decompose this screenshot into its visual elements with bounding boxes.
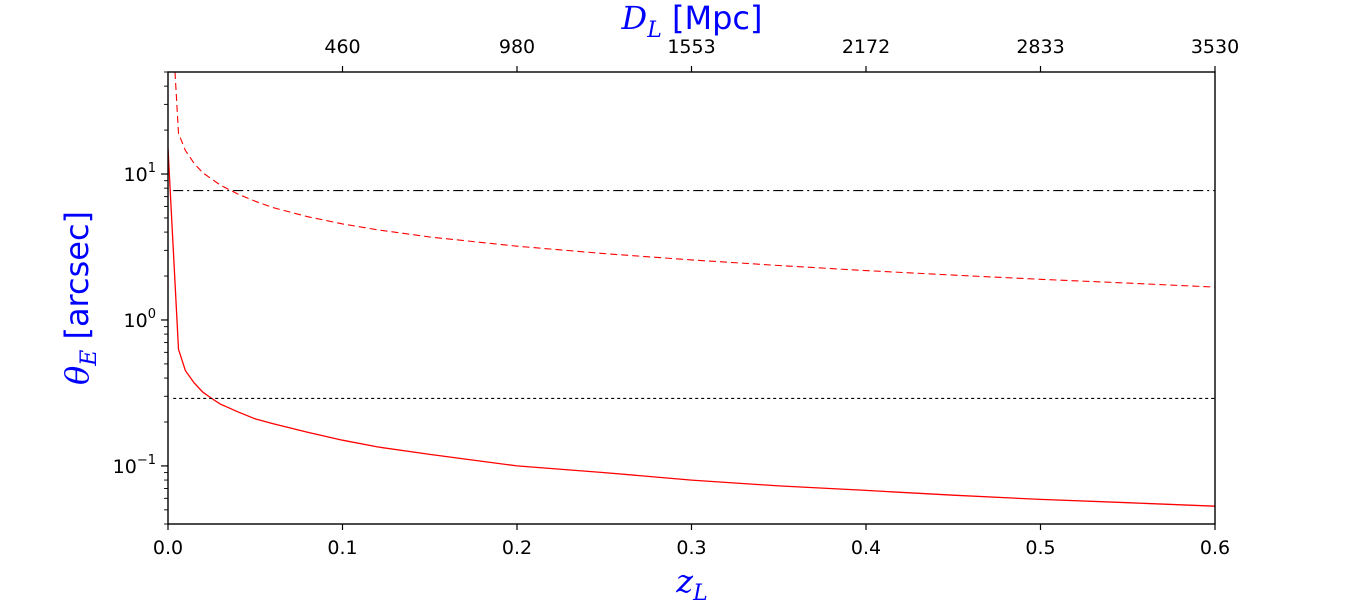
series-line-0-solid <box>168 148 1215 507</box>
top-x-tick-label: 2833 <box>1016 36 1064 58</box>
x-tick-label: 0.0 <box>153 537 183 559</box>
y-tick-label: 101 <box>124 161 156 186</box>
series-line-1-dashed <box>174 72 1215 288</box>
x-tick-label: 0.4 <box>851 537 881 559</box>
x-tick-label: 0.1 <box>327 537 357 559</box>
top-x-tick-label: 1553 <box>667 36 715 58</box>
x-tick-label: 0.6 <box>1200 537 1230 559</box>
plot-area <box>168 72 1215 507</box>
x-tick-label: 0.5 <box>1025 537 1055 559</box>
top-x-tick-label: 980 <box>499 36 535 58</box>
top-x-tick-label: 3530 <box>1191 36 1239 58</box>
y-tick-label: 10−1 <box>113 453 156 478</box>
x-tick-label: 0.3 <box>676 537 706 559</box>
x-axis-title: zL <box>675 562 707 600</box>
plot-frame <box>167 71 1216 525</box>
top-x-tick-label: 2172 <box>842 36 890 58</box>
top-axis-title: DL [Mpc] <box>621 0 763 43</box>
top-x-tick-label: 460 <box>324 36 360 58</box>
y-tick-label: 100 <box>124 307 156 332</box>
x-tick-label: 0.2 <box>502 537 532 559</box>
axes: 0.0 0.1 0.2 0.3 0.4 0.5 0.6 460 980 1553 2172 2833 3… <box>113 36 1240 559</box>
y-axis-title: θE [arcsec] <box>58 211 102 385</box>
